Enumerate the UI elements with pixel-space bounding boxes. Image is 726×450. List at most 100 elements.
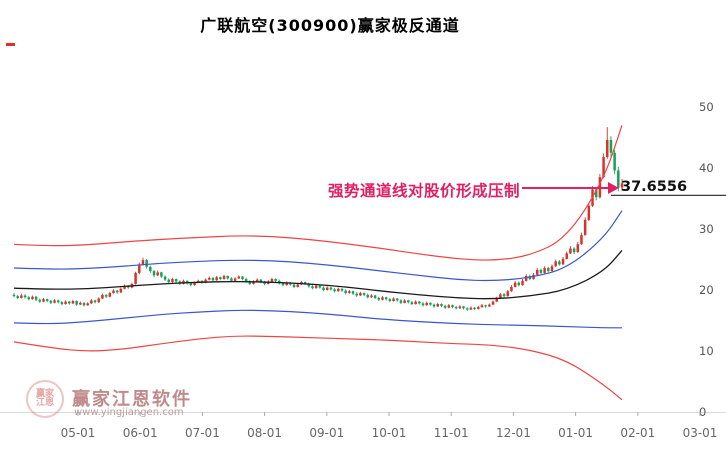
candle-body [333,289,336,292]
candle-body [484,305,487,307]
candle-body [12,294,16,297]
candle-body [473,307,476,309]
candle-body [403,300,406,303]
candle-body [97,298,101,303]
candle-body [64,301,67,305]
candle-body [524,275,528,281]
candle-body [561,258,565,265]
candle-body [108,293,112,297]
y-tick-label: 10 [699,344,714,358]
candle-body [580,235,583,245]
candle-body [495,297,498,302]
candle-body [594,189,598,198]
candle-body [211,277,215,281]
upper-red-line [13,125,623,261]
candle-body [270,279,274,282]
candle-body [219,277,222,280]
candle-body [263,282,266,284]
pressure-arrow-head [608,182,619,194]
candle-body [193,282,196,286]
candle-body [145,260,148,267]
candle-body [373,295,377,298]
candle-body [259,279,263,283]
upper-blue-line [13,210,623,282]
candle-body [38,299,42,302]
candle-body [576,244,580,253]
candle-body [325,287,329,290]
candle-body [539,269,543,273]
candle-body [359,293,362,296]
candle-body [138,264,141,273]
candle-body [296,284,299,287]
candle-body [510,286,513,292]
candle-body [351,291,355,294]
candle-body [31,296,34,300]
candle-body [436,304,440,307]
candle-body [215,277,218,281]
candle-body [432,304,436,307]
candle-body [462,306,465,309]
candle-body [314,285,318,289]
watermark-url: www.yingjiangen.com [74,407,184,418]
candle-body [274,279,277,281]
candle-body [167,279,171,283]
center-line [13,249,623,300]
candle-body [480,305,484,308]
candle-body [583,219,587,236]
candle-body [68,301,71,304]
channel-lines-layer [13,125,623,401]
candle-body [329,287,333,290]
candle-body [71,300,75,304]
candle-body [141,260,145,265]
x-tick-label: 08-01 [247,426,282,440]
candle-body [34,296,38,300]
candle-body [429,302,432,305]
candle-body [27,297,30,300]
x-axis-labels: 05-01 06-01 07-01 08-01 09-01 10-01 11-01 12-01… [61,412,717,440]
pressure-value-label: 37.6556 [621,179,688,195]
candle-body [101,294,104,299]
candle-body [418,301,421,304]
candle-body [241,276,244,280]
candle-body [303,282,307,284]
watermark-logo-text-1: 赢家 [35,388,54,399]
candle-body [311,286,314,289]
x-tick-label: 01-01 [558,426,593,440]
x-tick-label: 09-01 [309,426,344,440]
y-tick-label: 0 [699,405,706,419]
candle-body [149,266,152,272]
candle-body [362,293,366,295]
candle-body [49,300,53,303]
candle-body [292,284,296,287]
candle-body [554,261,557,267]
candle-body [174,279,178,282]
pressure-annotation-text: 强势通道线对股价形成压制 [327,182,520,200]
candle-body [535,269,539,275]
candle-body [447,305,451,308]
candle-body [344,290,347,294]
candle-body [454,307,458,309]
candle-body [156,272,159,276]
candle-body [602,157,605,178]
page-title: 广联航空(300900)赢家极反通道 [200,16,460,35]
candle-body [45,299,49,301]
candle-body [550,266,554,272]
candle-body [115,290,119,293]
candle-body [222,275,226,280]
candle-body [451,305,454,308]
candle-body [152,271,156,276]
candle-body [226,275,229,279]
candle-body [543,268,546,273]
candle-body [123,285,126,289]
candle-body [388,299,392,301]
candle-body [443,305,447,308]
candle-body [506,291,510,297]
x-tick-label: 12-01 [496,426,531,440]
lower-red-line [13,335,623,401]
candle-body [502,294,506,297]
candle-body [348,291,351,294]
candle-body [517,282,521,286]
y-tick-label: 20 [699,283,714,297]
